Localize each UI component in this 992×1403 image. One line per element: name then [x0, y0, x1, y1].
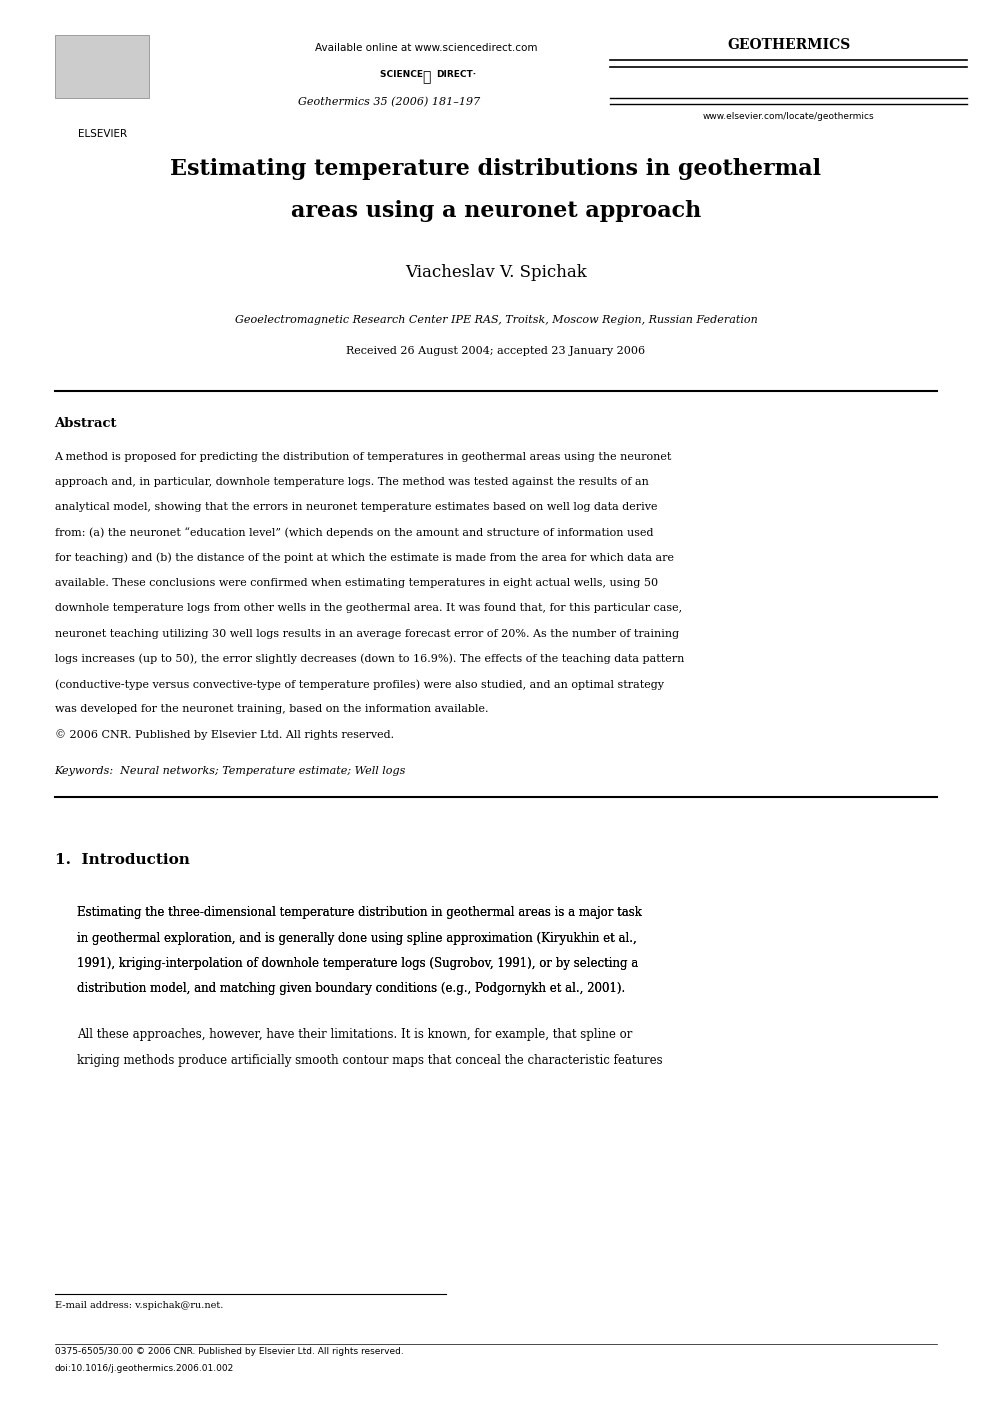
- Text: Estimating temperature distributions in geothermal: Estimating temperature distributions in …: [171, 157, 821, 180]
- Text: available. These conclusions were confirmed when estimating temperatures in eigh: available. These conclusions were confir…: [55, 578, 658, 588]
- Text: distribution model, and matching given boundary conditions (e.g., Podgornykh et : distribution model, and matching given b…: [77, 982, 626, 995]
- Text: DIRECT·: DIRECT·: [436, 70, 476, 79]
- Text: in geothermal exploration, and is generally done using spline approximation (Kir: in geothermal exploration, and is genera…: [77, 932, 637, 944]
- Text: approach and, in particular, downhole temperature logs. The method was tested ag: approach and, in particular, downhole te…: [55, 477, 649, 487]
- Text: Estimating the three-dimensional temperature distribution in geothermal areas is: Estimating the three-dimensional tempera…: [77, 906, 642, 919]
- Text: All these approaches, however, have their limitations. It is known, for example,: All these approaches, however, have thei…: [77, 1028, 633, 1041]
- Text: Viacheslav V. Spichak: Viacheslav V. Spichak: [405, 264, 587, 281]
- Text: ELSEVIER: ELSEVIER: [77, 129, 127, 139]
- Text: downhole temperature logs from other wells in the geothermal area. It was found : downhole temperature logs from other wel…: [55, 603, 682, 613]
- Text: Received 26 August 2004; accepted 23 January 2006: Received 26 August 2004; accepted 23 Jan…: [346, 347, 646, 356]
- Text: Keywords:  Neural networks; Temperature estimate; Well logs: Keywords: Neural networks; Temperature e…: [55, 766, 406, 776]
- Text: kriging methods produce artificially smooth contour maps that conceal the charac: kriging methods produce artificially smo…: [77, 1054, 663, 1066]
- Text: doi:10.1016/j.geothermics.2006.01.002: doi:10.1016/j.geothermics.2006.01.002: [55, 1364, 234, 1372]
- Text: analytical model, showing that the errors in neuronet temperature estimates base: analytical model, showing that the error…: [55, 502, 657, 512]
- Text: in geothermal exploration, and is generally done using spline approximation (Kir: in geothermal exploration, and is genera…: [77, 932, 637, 944]
- Text: 1991), kriging-interpolation of downhole temperature logs (Sugrobov, 1991), or b: 1991), kriging-interpolation of downhole…: [77, 957, 639, 969]
- Text: from: (a) the neuronet “education level” (which depends on the amount and struct: from: (a) the neuronet “education level”…: [55, 528, 653, 539]
- Text: 1991), kriging-interpolation of downhole temperature logs (Sugrobov, 1991), or b: 1991), kriging-interpolation of downhole…: [77, 957, 639, 969]
- Text: 1.  Introduction: 1. Introduction: [55, 853, 189, 867]
- Text: SCIENCE: SCIENCE: [381, 70, 427, 79]
- Text: logs increases (up to 50), the error slightly decreases (down to 16.9%). The eff: logs increases (up to 50), the error sli…: [55, 654, 683, 665]
- Text: was developed for the neuronet training, based on the information available.: was developed for the neuronet training,…: [55, 704, 488, 714]
- Text: Estimating the three-dimensional temperature distribution in geothermal areas is: Estimating the three-dimensional tempera…: [77, 906, 642, 919]
- Text: 0375-6505/30.00 © 2006 CNR. Published by Elsevier Ltd. All rights reserved.: 0375-6505/30.00 © 2006 CNR. Published by…: [55, 1347, 404, 1355]
- Text: GEOTHERMICS: GEOTHERMICS: [727, 38, 850, 52]
- Text: Available online at www.sciencedirect.com: Available online at www.sciencedirect.co…: [315, 43, 538, 53]
- Text: Abstract: Abstract: [55, 417, 117, 429]
- Text: www.elsevier.com/locate/geothermics: www.elsevier.com/locate/geothermics: [702, 112, 875, 121]
- Text: A method is proposed for predicting the distribution of temperatures in geotherm: A method is proposed for predicting the …: [55, 452, 672, 462]
- Text: ⓓ: ⓓ: [423, 70, 431, 84]
- Text: © 2006 CNR. Published by Elsevier Ltd. All rights reserved.: © 2006 CNR. Published by Elsevier Ltd. A…: [55, 730, 394, 741]
- Text: for teaching) and (b) the distance of the point at which the estimate is made fr: for teaching) and (b) the distance of th…: [55, 553, 674, 564]
- Text: neuronet teaching utilizing 30 well logs results in an average forecast error of: neuronet teaching utilizing 30 well logs…: [55, 629, 679, 638]
- Text: Geoelectromagnetic Research Center IPE RAS, Troitsk, Moscow Region, Russian Fede: Geoelectromagnetic Research Center IPE R…: [235, 316, 757, 325]
- FancyBboxPatch shape: [55, 35, 149, 98]
- Text: distribution model, and matching given boundary conditions (e.g., Podgornykh et : distribution model, and matching given b…: [77, 982, 626, 995]
- Text: E-mail address: v.spichak@ru.net.: E-mail address: v.spichak@ru.net.: [55, 1301, 223, 1309]
- Text: areas using a neuronet approach: areas using a neuronet approach: [291, 199, 701, 222]
- Text: Geothermics 35 (2006) 181–197: Geothermics 35 (2006) 181–197: [298, 97, 480, 107]
- Text: (conductive-type versus convective-type of temperature profiles) were also studi: (conductive-type versus convective-type …: [55, 679, 664, 690]
